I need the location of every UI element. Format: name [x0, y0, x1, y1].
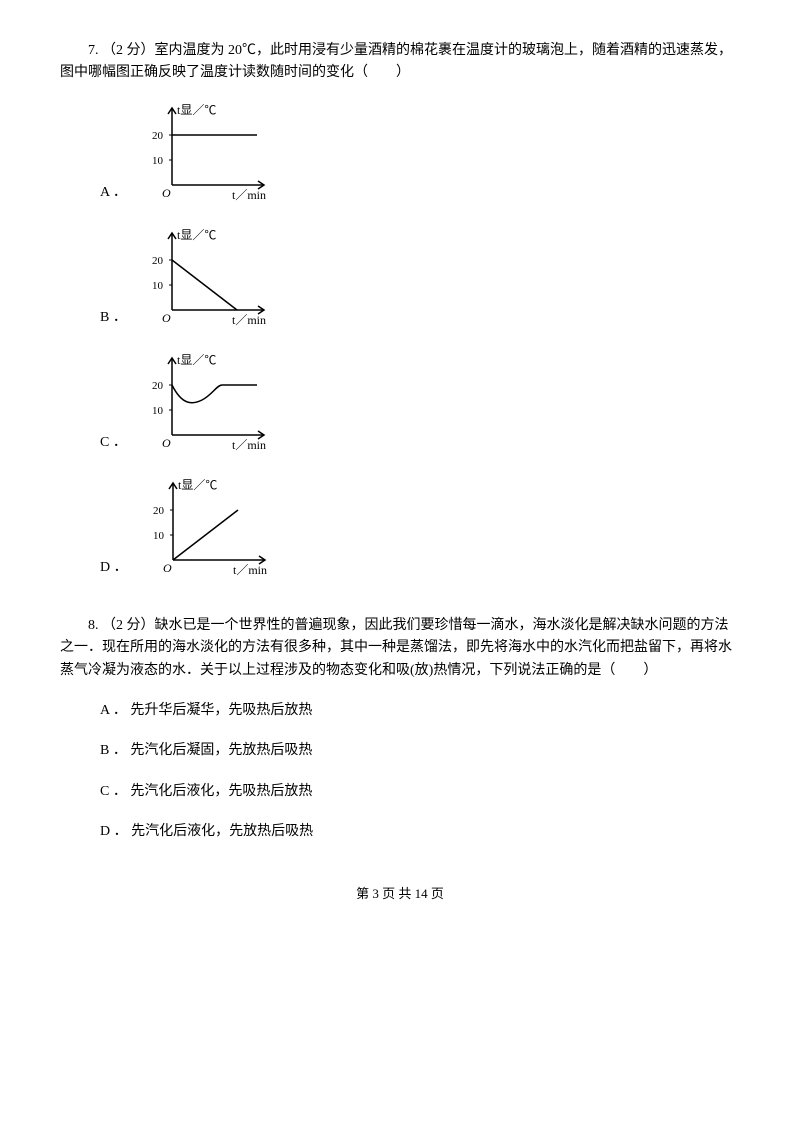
- question-7: 7. （2 分）室内温度为 20℃，此时用浸有少量酒精的棉花裹在温度计的玻璃泡上…: [60, 40, 740, 585]
- option-label: A ．: [100, 703, 127, 718]
- chart-c: t显／℃ 20 10 O t／min: [142, 350, 272, 460]
- option-text: 先升华后凝华，先吸热后放热: [130, 703, 312, 718]
- option-label: A ．: [100, 182, 127, 209]
- xlabel: t／min: [232, 188, 266, 202]
- tick: 10: [152, 405, 164, 417]
- q7-option-c[interactable]: C ． t显／℃ 20 10 O t／min: [100, 350, 740, 460]
- chart-a: t显／℃ 20 10 O t／min: [142, 100, 272, 210]
- option-text: 先汽化后液化，先吸热后放热: [130, 784, 312, 799]
- tick: 10: [152, 155, 164, 167]
- xlabel: t／min: [233, 563, 267, 577]
- q7-option-a[interactable]: A ． t显／℃ 20 10 O t／min: [100, 100, 740, 210]
- chart-d: t显／℃ 20 10 O t／min: [143, 475, 273, 585]
- q8-text: 8. （2 分）缺水已是一个世界性的普遍现象，因此我们要珍惜每一滴水，海水淡化是…: [60, 615, 740, 682]
- q8-option-b[interactable]: B ． 先汽化后凝固，先放热后吸热: [100, 740, 740, 762]
- option-label: D ．: [100, 557, 128, 584]
- q8-option-c[interactable]: C ． 先汽化后液化，先吸热后放热: [100, 781, 740, 803]
- svg-text:O: O: [163, 561, 172, 575]
- option-label: B ．: [100, 307, 127, 334]
- option-text: 先汽化后液化，先放热后吸热: [131, 824, 313, 839]
- ylabel: t显／℃: [177, 228, 216, 242]
- q8-option-a[interactable]: A ． 先升华后凝华，先吸热后放热: [100, 700, 740, 722]
- tick: 20: [152, 380, 164, 392]
- tick: 10: [152, 280, 164, 292]
- tick: 20: [152, 255, 164, 267]
- page-footer: 第 3 页 共 14 页: [60, 884, 740, 905]
- tick: 20: [153, 505, 165, 517]
- option-text: 先汽化后凝固，先放热后吸热: [130, 743, 312, 758]
- ylabel: t显／℃: [177, 103, 216, 117]
- xlabel: t／min: [232, 438, 266, 452]
- question-8: 8. （2 分）缺水已是一个世界性的普遍现象，因此我们要珍惜每一滴水，海水淡化是…: [60, 615, 740, 844]
- q7-text: 7. （2 分）室内温度为 20℃，此时用浸有少量酒精的棉花裹在温度计的玻璃泡上…: [60, 40, 740, 85]
- chart-b: t显／℃ 20 10 O t／min: [142, 225, 272, 335]
- svg-text:O: O: [162, 436, 171, 450]
- q8-option-d[interactable]: D ． 先汽化后液化，先放热后吸热: [100, 821, 740, 843]
- q7-option-d[interactable]: D ． t显／℃ 20 10 O t／min: [100, 475, 740, 585]
- option-label: D ．: [100, 824, 128, 839]
- svg-text:O: O: [162, 186, 171, 200]
- tick: 10: [153, 530, 165, 542]
- ylabel: t显／℃: [178, 478, 217, 492]
- q7-option-b[interactable]: B ． t显／℃ 20 10 O t／min: [100, 225, 740, 335]
- xlabel: t／min: [232, 313, 266, 327]
- option-label: B ．: [100, 743, 127, 758]
- option-label: C ．: [100, 432, 127, 459]
- tick: 20: [152, 130, 164, 142]
- option-label: C ．: [100, 784, 127, 799]
- ylabel: t显／℃: [177, 353, 216, 367]
- svg-text:O: O: [162, 311, 171, 325]
